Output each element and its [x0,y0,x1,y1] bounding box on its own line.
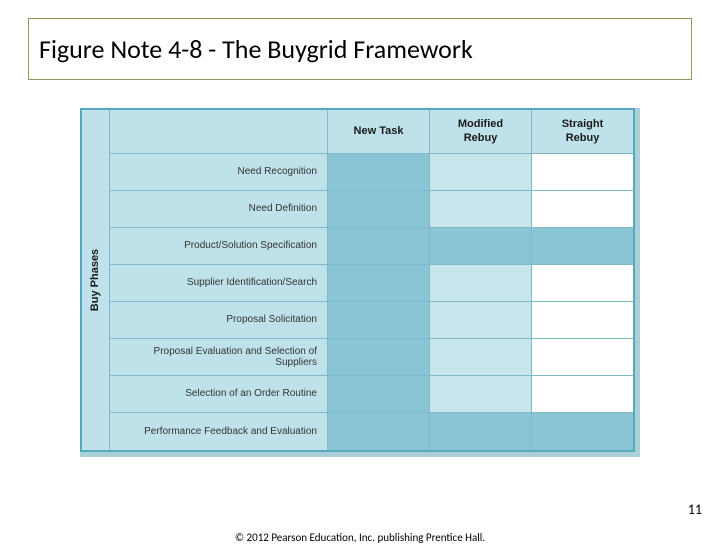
data-cell [430,302,532,339]
y-axis-column: Buy Phases [82,110,110,450]
data-cell [532,228,633,265]
data-cell [430,228,532,265]
data-cell [430,339,532,376]
data-cell [430,265,532,302]
data-cell [328,228,430,265]
buygrid-table: New TaskModified RebuyStraight RebuyNeed… [110,110,633,450]
data-cell [532,154,633,191]
row-label: Supplier Identification/Search [110,265,328,302]
column-header: Straight Rebuy [532,110,633,154]
table-row: Need Recognition [110,154,633,191]
row-label: Selection of an Order Routine [110,376,328,413]
column-header: Modified Rebuy [430,110,532,154]
row-label: Proposal Solicitation [110,302,328,339]
figure-outer-frame: Buy Phases New TaskModified RebuyStraigh… [80,108,640,457]
table-row: Need Definition [110,191,633,228]
data-cell [328,376,430,413]
row-label: Performance Feedback and Evaluation [110,413,328,450]
data-cell [328,413,430,450]
data-cell [532,339,633,376]
data-cell [328,191,430,228]
data-cell [532,302,633,339]
data-cell [328,154,430,191]
column-header: New Task [328,110,430,154]
row-label: Need Definition [110,191,328,228]
header-row: New TaskModified RebuyStraight Rebuy [110,110,633,154]
data-cell [430,376,532,413]
data-cell [328,302,430,339]
data-cell [532,413,633,450]
data-cell [532,191,633,228]
data-cell [328,339,430,376]
table-row: Performance Feedback and Evaluation [110,413,633,450]
data-cell [532,265,633,302]
data-cell [430,413,532,450]
slide-title: Figure Note 4-8 - The Buygrid Framework [39,33,681,65]
table-row: Selection of an Order Routine [110,376,633,413]
table-row: Proposal Solicitation [110,302,633,339]
table-row: Supplier Identification/Search [110,265,633,302]
figure-inner-frame: Buy Phases New TaskModified RebuyStraigh… [80,108,635,452]
title-box: Figure Note 4-8 - The Buygrid Framework [28,18,692,80]
row-label: Need Recognition [110,154,328,191]
row-label: Proposal Evaluation and Selection of Sup… [110,339,328,376]
copyright-text: © 2012 Pearson Education, Inc. publishin… [0,531,720,544]
y-axis-label: Buy Phases [90,249,102,311]
buygrid-figure: Buy Phases New TaskModified RebuyStraigh… [80,108,640,457]
header-spacer [110,110,328,154]
page-number: 11 [688,501,702,518]
data-cell [532,376,633,413]
data-cell [328,265,430,302]
table-row: Proposal Evaluation and Selection of Sup… [110,339,633,376]
table-row: Product/Solution Specification [110,228,633,265]
data-cell [430,154,532,191]
data-cell [430,191,532,228]
row-label: Product/Solution Specification [110,228,328,265]
